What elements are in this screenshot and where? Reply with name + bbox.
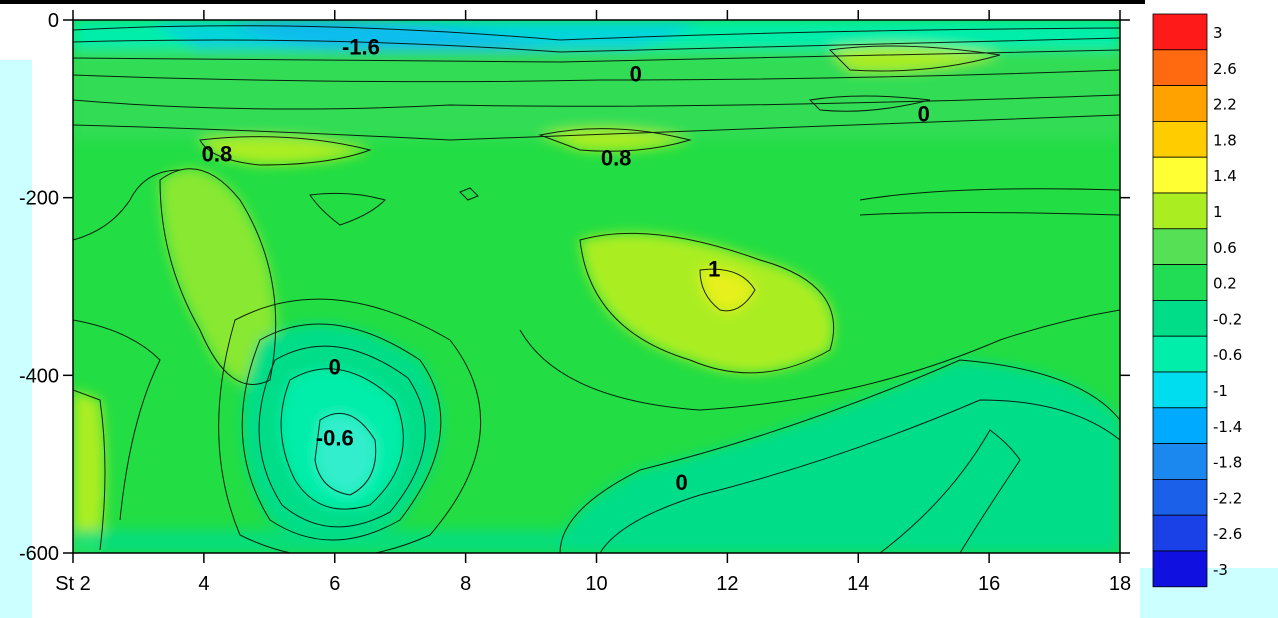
colorbar-level-label: 0.6 <box>1213 239 1237 257</box>
contour-labels: -1.6 0 0 0.8 0.8 1 0 -0.6 0 <box>202 35 930 495</box>
colorbar-swatch <box>1152 49 1208 86</box>
cool-pocket-core <box>315 413 376 495</box>
warm-patch-upper-right <box>830 46 1000 71</box>
colorbar-swatch <box>1152 264 1208 301</box>
y-axis: 0 -200 -400 -600 <box>19 10 1130 565</box>
plot-area <box>72 19 1121 554</box>
colorbar-swatch <box>1152 443 1208 480</box>
colorbar-swatch <box>1152 13 1208 51</box>
colorbar-level-label: -3 <box>1213 561 1228 579</box>
y-tick-label: 0 <box>48 10 59 32</box>
cool-lower-right <box>560 360 1120 553</box>
x-tick-label: 18 <box>1109 573 1131 595</box>
top-border-line <box>0 0 1145 4</box>
colorbar-level-label: 0.2 <box>1213 275 1237 293</box>
contour-label: 0 <box>675 470 687 495</box>
colorbar-level-label: -1.8 <box>1213 454 1242 472</box>
colorbar-swatch <box>1152 299 1208 337</box>
colorbar-level-label: -2.2 <box>1213 489 1242 507</box>
warm-edge-lower-left <box>73 390 105 553</box>
x-tick-label: 4 <box>198 573 209 595</box>
y-tick-label: -600 <box>19 543 59 565</box>
contour-label: 1 <box>708 257 720 282</box>
colorbar-swatch <box>1152 156 1208 194</box>
cool-bottom-band <box>73 530 1120 553</box>
colorbar-level-label: -0.6 <box>1213 346 1242 364</box>
contour-label: 0.8 <box>202 141 233 166</box>
contour-label: 0 <box>329 354 341 379</box>
colorbar-level-label: -1 <box>1213 382 1228 400</box>
left-decoration-panel <box>0 60 32 618</box>
x-tick-label: 10 <box>585 573 607 595</box>
warm-band-left <box>160 168 276 385</box>
warm-peak-center <box>700 269 755 311</box>
warm-patch-upper-mid <box>540 128 690 152</box>
colorbar: 3 2.6 2.2 1.8 1.4 1 0.6 0.2 -0.2 -0.6 -1 -1.4 -1.8 -2… <box>1152 13 1242 588</box>
x-tick-label: St 2 <box>55 573 91 595</box>
contour-label: 0 <box>918 101 930 126</box>
x-tick-label: 12 <box>716 573 738 595</box>
contour-label: -1.6 <box>342 35 380 60</box>
x-tick-label: 16 <box>978 573 1000 595</box>
y-tick-label: -400 <box>19 365 59 387</box>
colorbar-swatch <box>1152 192 1208 230</box>
colorbar-swatch <box>1152 85 1208 122</box>
colorbar-level-label: 1.8 <box>1213 131 1237 149</box>
colorbar-swatch <box>1152 371 1208 409</box>
colorbar-level-label: 1 <box>1213 203 1223 221</box>
x-tick-label: 8 <box>460 573 471 595</box>
y-tick-label: -200 <box>19 188 59 210</box>
x-tick-label: 6 <box>329 573 340 595</box>
colorbar-swatch <box>1152 478 1208 516</box>
contour-label: -0.6 <box>316 426 354 451</box>
colorbar-level-label: 1.4 <box>1213 167 1237 185</box>
contour-label: 0 <box>630 61 642 86</box>
colorbar-level-label: 2.6 <box>1213 60 1237 78</box>
colorbar-swatch <box>1152 228 1208 266</box>
colorbar-level-label: -0.2 <box>1213 310 1242 328</box>
colorbar-swatch <box>1152 335 1208 373</box>
colorbar-swatch <box>1152 407 1208 444</box>
colorbar-level-label: 3 <box>1213 24 1223 42</box>
warm-patch-upper-left <box>200 136 370 165</box>
x-axis: St 2 4 6 8 10 12 14 16 18 <box>55 10 1131 595</box>
x-tick-label: 14 <box>847 573 869 595</box>
colorbar-swatch <box>1152 514 1208 552</box>
colorbar-swatch <box>1152 550 1208 588</box>
colorbar-level-label: -1.4 <box>1213 418 1242 436</box>
warm-core-center <box>580 233 834 373</box>
colorbar-swatch <box>1152 121 1208 158</box>
colorbar-level-label: -2.6 <box>1213 525 1242 543</box>
colorbar-level-label: 2.2 <box>1213 96 1237 114</box>
contour-lines <box>73 25 1120 553</box>
contour-label: 0.8 <box>601 146 632 171</box>
